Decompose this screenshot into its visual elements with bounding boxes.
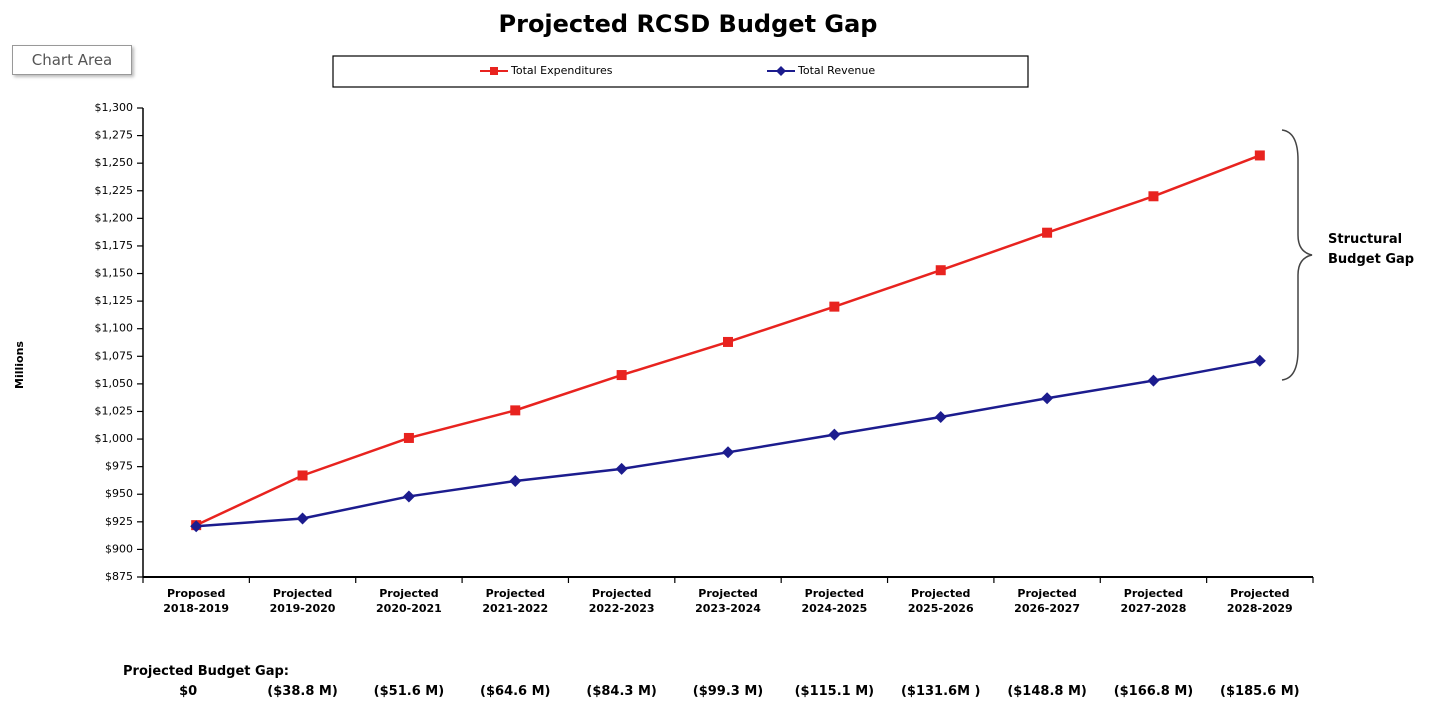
marker (935, 265, 946, 276)
marker (828, 428, 841, 441)
x-tick-label: Projected 2027-2028 (1120, 587, 1187, 615)
gap-title: Projected Budget Gap: (123, 664, 289, 679)
marker (402, 490, 415, 503)
marker (1148, 191, 1159, 202)
x-tick-label: Projected 2019-2020 (269, 587, 336, 615)
marker (934, 410, 947, 423)
marker (616, 370, 627, 381)
marker (510, 405, 521, 416)
x-tick-label: Projected 2023-2024 (695, 587, 761, 615)
marker (509, 474, 522, 487)
y-tick-label: $1,100 (95, 322, 134, 335)
chart-title: Projected RCSD Budget Gap (498, 10, 878, 38)
legend-box (332, 55, 1029, 88)
marker (615, 462, 628, 475)
x-tick-label: Projected 2026-2027 (1014, 587, 1080, 615)
y-tick-label: $1,025 (95, 404, 134, 417)
gap-label: ($131.6M ) (900, 684, 981, 699)
y-tick-label: $1,200 (95, 211, 134, 224)
y-tick-label: $1,175 (95, 239, 134, 252)
gap-label: ($115.1 M) (794, 684, 875, 699)
y-tick-label: $1,050 (95, 377, 134, 390)
marker (297, 470, 308, 481)
marker (190, 520, 203, 533)
marker (776, 66, 786, 76)
annotation: Structural Budget Gap (1328, 232, 1415, 267)
y-tick-label: $925 (105, 515, 133, 528)
y-tick-label: $1,225 (95, 184, 134, 197)
legend-label: Total Expenditures (510, 64, 613, 77)
tooltip: Chart Area (12, 45, 132, 75)
gap-label: ($38.8 M) (267, 684, 338, 699)
gap-label: ($51.6 M) (373, 684, 445, 699)
x-tick-label: Projected 2024-2025 (801, 587, 868, 615)
y-tick-label: $1,300 (95, 101, 134, 114)
marker (829, 301, 840, 312)
y-tick-label: $975 (105, 460, 133, 473)
y-tick-label: $1,075 (95, 349, 134, 362)
marker (1254, 150, 1265, 161)
marker (403, 432, 414, 443)
x-tick-label: Projected 2020-2021 (376, 587, 442, 615)
marker (723, 336, 733, 347)
gap-label: ($166.8 M) (1113, 684, 1194, 699)
x-tick-label: Projected 2025-2026 (907, 587, 974, 615)
y-tick-label: $950 (105, 487, 133, 500)
marker (1253, 354, 1266, 367)
y-tick-label: $1,000 (95, 432, 134, 445)
y-tick-label: $1,150 (95, 267, 134, 280)
y-axis-label: Millions (13, 341, 26, 389)
marker (1042, 227, 1053, 238)
gap-label: ($148.8 M) (1007, 684, 1087, 699)
brace (1281, 129, 1313, 381)
x-tick-label: Proposed 2018-2019 (163, 587, 230, 615)
marker (490, 67, 498, 75)
y-tick-label: $1,125 (95, 294, 134, 307)
y-tick-label: $900 (105, 542, 133, 555)
x-tick-label: Projected 2021-2022 (482, 587, 549, 615)
gap-label: ($84.3 M) (586, 684, 657, 699)
legend-label: Total Revenue (797, 64, 875, 77)
marker (1041, 392, 1054, 405)
y-tick-label: $875 (105, 570, 133, 583)
series-line (196, 359, 1261, 528)
gap-label: $0 (179, 684, 198, 699)
gap-label: ($185.6 M) (1220, 684, 1300, 699)
y-tick-label: $1,275 (95, 129, 134, 142)
marker (1147, 374, 1160, 387)
x-tick-label: Projected 2028-2029 (1226, 587, 1293, 615)
marker (296, 512, 309, 525)
marker (722, 446, 734, 459)
y-tick-label: $1,250 (95, 156, 134, 169)
gap-label: ($64.6 M) (480, 684, 551, 699)
x-tick-label: Projected 2022-2023 (588, 587, 655, 615)
gap-label: ($99.3 M) (692, 684, 764, 699)
